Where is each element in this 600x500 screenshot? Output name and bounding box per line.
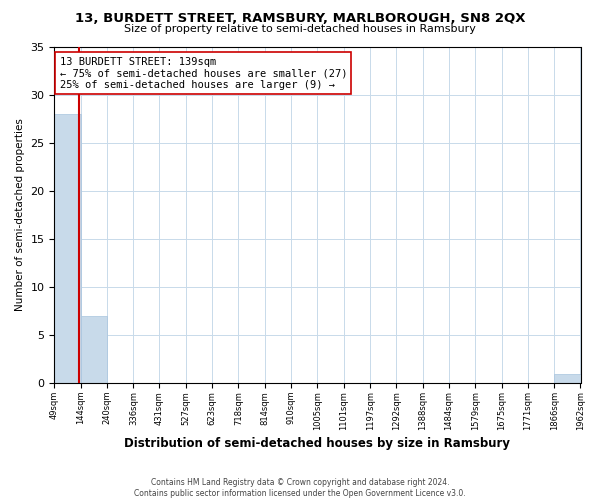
Text: Size of property relative to semi-detached houses in Ramsbury: Size of property relative to semi-detach… — [124, 24, 476, 34]
Text: 13 BURDETT STREET: 139sqm
← 75% of semi-detached houses are smaller (27)
25% of : 13 BURDETT STREET: 139sqm ← 75% of semi-… — [59, 56, 347, 90]
X-axis label: Distribution of semi-detached houses by size in Ramsbury: Distribution of semi-detached houses by … — [124, 437, 511, 450]
Bar — [55, 114, 80, 383]
Text: 13, BURDETT STREET, RAMSBURY, MARLBOROUGH, SN8 2QX: 13, BURDETT STREET, RAMSBURY, MARLBOROUG… — [75, 12, 525, 26]
Text: Contains HM Land Registry data © Crown copyright and database right 2024.
Contai: Contains HM Land Registry data © Crown c… — [134, 478, 466, 498]
Bar — [554, 374, 581, 383]
Bar — [80, 316, 107, 383]
Y-axis label: Number of semi-detached properties: Number of semi-detached properties — [15, 118, 25, 312]
